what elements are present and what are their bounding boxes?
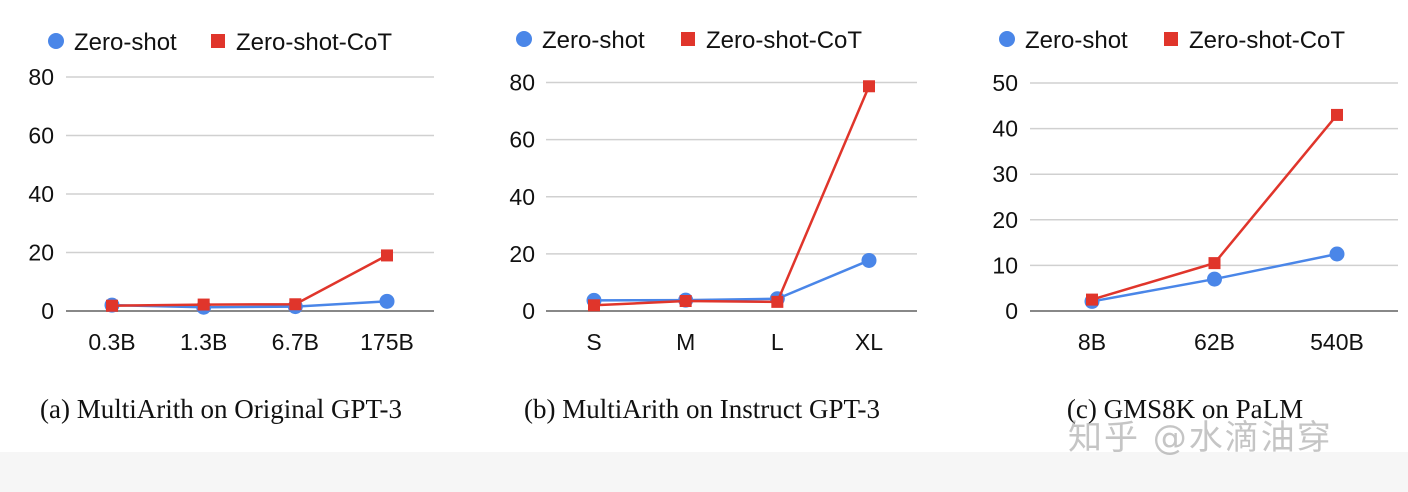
caption-a: (a) MultiArith on Original GPT-3	[40, 394, 402, 424]
zero-shot-cot-point	[106, 299, 118, 312]
y-tick-label: 40	[992, 116, 1018, 142]
zero-shot-cot-line	[593, 85, 871, 307]
x-tick-label: 62B	[1194, 329, 1235, 355]
legend-zero-shot-label: Zero-shot	[542, 27, 645, 54]
zero-shot-cot-point	[863, 80, 875, 93]
y-tick-label: 60	[509, 127, 535, 153]
x-tick-label: XL	[855, 329, 883, 355]
x-tick-label: 540B	[1310, 329, 1364, 355]
zero-shot-cot-point	[381, 249, 393, 262]
zero-shot-cot-point	[1208, 257, 1221, 270]
x-tick-label: M	[676, 329, 695, 355]
y-tick-label: 80	[28, 64, 54, 90]
zero-shot-line	[593, 259, 870, 302]
x-tick-label: 0.3B	[88, 329, 135, 355]
watermark: 知乎 @水滴油穿	[1068, 418, 1333, 458]
y-tick-label: 20	[509, 241, 535, 267]
x-tick-label: 8B	[1078, 329, 1106, 355]
y-tick-label: 80	[509, 70, 535, 96]
zero-shot-cot-line	[111, 254, 388, 307]
y-tick-label: 40	[509, 184, 535, 210]
legend-zero-shot-marker	[516, 31, 532, 47]
legend-zero-shot-cot-marker	[1164, 32, 1178, 46]
y-tick-label: 0	[522, 298, 535, 324]
zero-shot-cot-point	[679, 295, 692, 308]
legend-zero-shot-marker	[999, 31, 1015, 47]
x-tick-label: 6.7B	[272, 329, 319, 355]
y-tick-label: 20	[28, 240, 54, 266]
x-tick-label: L	[771, 329, 784, 355]
y-tick-label: 30	[992, 161, 1018, 187]
y-tick-label: 50	[992, 70, 1018, 96]
legend-zero-shot-cot-label: Zero-shot-CoT	[706, 27, 862, 54]
x-tick-label: 175B	[360, 329, 414, 355]
legend-zero-shot-cot-marker	[681, 32, 695, 46]
y-tick-label: 10	[992, 252, 1018, 278]
bottom-band	[0, 452, 1408, 492]
legend-zero-shot-label: Zero-shot	[1025, 27, 1128, 54]
chart-1: 0 20 40 60 80 S M L XL Zero-shot Zero-shot-CoT	[509, 27, 917, 355]
chart-2: 0 10 20 30 40 50 8B 62B 540B Zero-shot Zero-shot-C…	[992, 27, 1398, 355]
y-tick-label: 40	[28, 181, 54, 207]
zero-shot-point	[1329, 246, 1345, 262]
legend-zero-shot-label: Zero-shot	[74, 29, 177, 56]
chart-0: 0 20 40 60 80 0.3B 1.3B 6.7B 175B Zero-shot Zero-s…	[28, 29, 434, 355]
y-tick-label: 0	[41, 298, 54, 324]
zero-shot-cot-point	[588, 299, 600, 312]
zero-shot-cot-point	[197, 298, 210, 311]
x-tick-label: S	[586, 329, 601, 355]
caption-c: (c) GMS8K on PaLM	[1066, 394, 1304, 424]
zero-shot-cot-point	[1086, 293, 1098, 306]
legend-zero-shot-cot-marker	[211, 34, 225, 48]
caption-b: (b) MultiArith on Instruct GPT-3	[524, 394, 880, 424]
y-tick-label: 0	[1005, 298, 1018, 324]
zero-shot-point	[861, 252, 877, 268]
legend-zero-shot-cot-label: Zero-shot-CoT	[236, 29, 392, 56]
y-tick-label: 60	[28, 123, 54, 149]
zero-shot-point	[1207, 271, 1222, 287]
y-tick-label: 20	[992, 207, 1018, 233]
zero-shot-cot-point	[771, 295, 784, 308]
x-tick-label: 1.3B	[180, 329, 227, 355]
zero-shot-point	[379, 293, 395, 309]
legend-zero-shot-cot-label: Zero-shot-CoT	[1189, 27, 1345, 54]
zero-shot-cot-point	[1331, 108, 1343, 121]
zero-shot-cot-point	[289, 298, 302, 311]
legend-zero-shot-marker	[48, 33, 64, 49]
